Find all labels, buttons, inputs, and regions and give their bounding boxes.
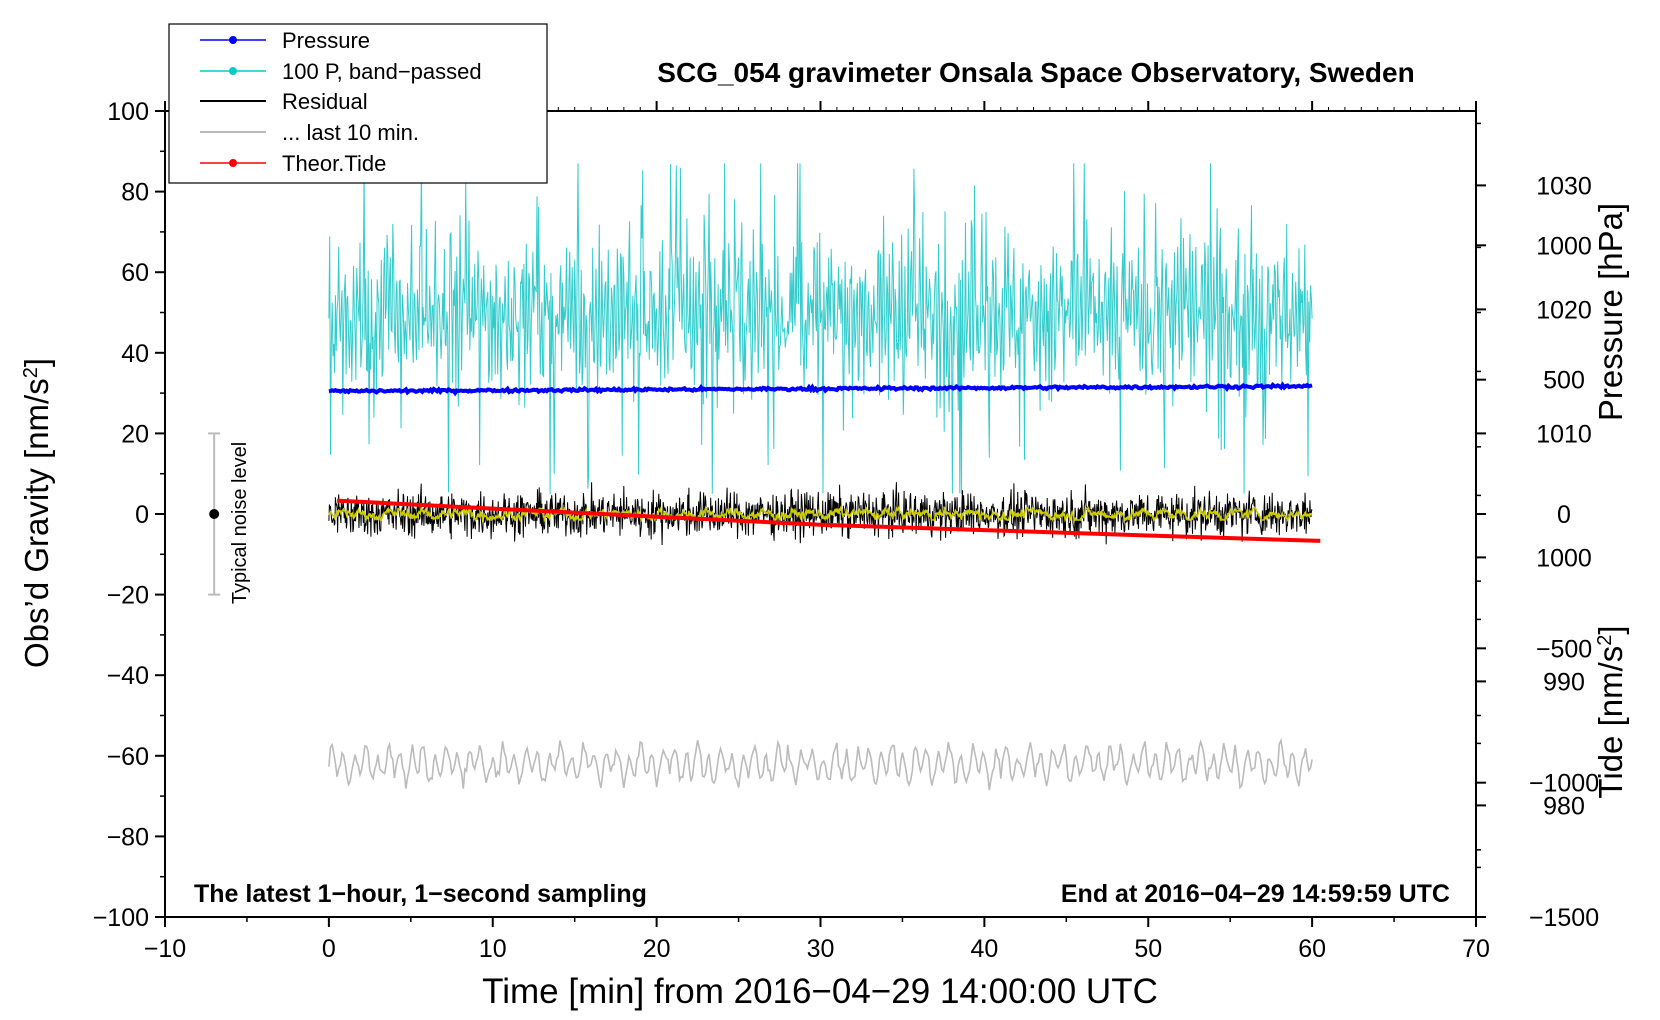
series-pressure-line — [328, 381, 1313, 397]
legend-label-tide: Theor.Tide — [282, 151, 386, 176]
legend-entry-bandpassed: 100 P, band−passed — [200, 59, 482, 84]
y-axis-label-left-sup: 2 — [20, 367, 42, 378]
y-pressure-tick-label: 980 — [1543, 792, 1585, 820]
legend: Pressure 100 P, band−passed Residual ...… — [168, 23, 548, 184]
annotation-end-time: End at 2016−04−29 14:59:59 UTC — [1061, 880, 1450, 908]
noise-dot — [209, 509, 220, 519]
chart-title: SCG_054 gravimeter Onsala Space Observat… — [657, 57, 1414, 88]
y-pressure-tick-label: 1000 — [1536, 544, 1592, 572]
series-layer — [328, 163, 1321, 791]
y-left-tick-label: 40 — [121, 340, 149, 368]
legend-marker-tide — [229, 159, 237, 167]
y-pressure-tick-label: 990 — [1543, 668, 1585, 696]
y-axis-label-tide-sup: 2 — [1594, 635, 1616, 646]
x-tick-label: 40 — [970, 935, 998, 963]
y-pressure-tick-label: 1010 — [1536, 420, 1592, 448]
y-left-tick-label: 0 — [135, 501, 149, 529]
legend-label-pressure: Pressure — [282, 28, 370, 53]
y-axis-label-tide-close: ] — [1592, 625, 1629, 634]
x-axis-label: Time [min] from 2016−04−29 14:00:00 UTC — [482, 972, 1158, 1011]
x-tick-label: −10 — [144, 935, 186, 963]
legend-label-residual: Residual — [282, 89, 368, 114]
y-left-tick-label: −80 — [107, 823, 149, 851]
y-tide-tick-label: −1000 — [1529, 770, 1599, 798]
x-tick-label: 60 — [1298, 935, 1326, 963]
legend-marker-pressure — [229, 36, 237, 44]
y-left-tick-label: 80 — [121, 179, 149, 207]
y-axis-label-tide: Tide [nm/s2] — [1592, 625, 1629, 798]
legend-entry-tide: Theor.Tide — [200, 151, 386, 176]
y-left-tick-label: −40 — [107, 662, 149, 690]
y-tide-tick-label: −500 — [1536, 635, 1592, 663]
annotation-sampling: The latest 1−hour, 1−second sampling — [194, 880, 647, 908]
x-tick-label: 20 — [643, 935, 671, 963]
series-bandpassed-line — [328, 163, 1313, 494]
ticks-layer: −10 0 10 20 30 40 50 60 70−100−80−60−40−20020406… — [93, 98, 1599, 963]
y-axis-label-left-close: ] — [18, 358, 55, 367]
y-pressure-tick-label: 1030 — [1536, 172, 1592, 200]
y-pressure-tick-label: 1020 — [1536, 296, 1592, 324]
y-axis-label-tide-text: Tide [nm/s — [1592, 646, 1629, 799]
x-tick-label: 30 — [807, 935, 835, 963]
noise-level-indicator: Typical noise level — [208, 432, 251, 604]
series-tide-line — [336, 498, 1321, 543]
series-residual-line — [328, 482, 1313, 546]
y-left-tick-label: −100 — [93, 904, 149, 932]
legend-label-last10: ... last 10 min. — [282, 120, 419, 145]
noise-label: Typical noise level — [229, 442, 251, 604]
y-axis-label-pressure: Pressure [hPa] — [1592, 203, 1629, 421]
y-left-tick-label: −20 — [107, 582, 149, 610]
y-axis-label-left: Obs’d Gravity [nm/s2] — [18, 358, 55, 668]
legend-label-bandpassed: 100 P, band−passed — [282, 59, 482, 84]
x-tick-label: 50 — [1134, 935, 1162, 963]
legend-entry-pressure: Pressure — [200, 28, 370, 53]
x-tick-label: 10 — [479, 935, 507, 963]
y-left-tick-label: 20 — [121, 420, 149, 448]
y-tide-tick-label: 500 — [1543, 367, 1585, 395]
legend-entry-residual: Residual — [200, 89, 368, 114]
y-tide-tick-label: 0 — [1557, 501, 1571, 529]
series-residual-smoothed-line — [328, 504, 1313, 523]
legend-box — [168, 23, 548, 184]
series-last10-line — [328, 737, 1313, 791]
y-left-tick-label: 100 — [107, 98, 149, 126]
y-tide-tick-label: 1000 — [1536, 232, 1592, 260]
y-left-tick-label: 60 — [121, 259, 149, 287]
y-tide-tick-label: −1500 — [1529, 904, 1599, 932]
x-tick-label: 70 — [1462, 935, 1490, 963]
y-left-tick-label: −60 — [107, 743, 149, 771]
x-tick-label: 0 — [322, 935, 336, 963]
y-axis-label-left-text: Obs’d Gravity [nm/s — [18, 378, 55, 668]
legend-marker-bandpassed — [229, 67, 237, 75]
legend-entry-last10: ... last 10 min. — [200, 120, 419, 145]
